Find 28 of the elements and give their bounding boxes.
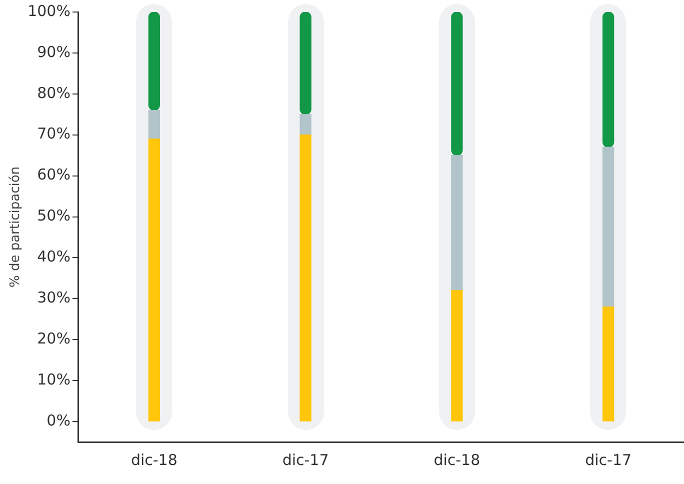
bar [300,134,312,422]
bar [451,290,463,422]
x-tick-label: dic-18 [130,450,178,469]
bar [148,138,160,422]
y-tick-label: 90% [37,42,70,61]
y-tick-label: 50% [37,206,70,225]
bar [300,12,312,115]
y-tick-label: 40% [37,248,70,266]
bar [602,12,614,148]
bar [300,114,312,136]
x-tick-label: dic-17 [585,450,632,469]
bar [148,12,160,111]
bar [451,12,463,156]
bar [148,110,160,140]
y-tick-label: 80% [37,84,70,102]
bar [451,155,463,291]
y-tick-label: 20% [37,330,70,348]
y-tick-label: 0% [46,411,70,430]
y-tick-label: 30% [37,288,70,307]
x-tick-label: dic-18 [434,450,480,469]
y-tick-label: 10% [37,370,70,388]
y-tick-label: 60% [37,166,70,184]
y-tick-label: 100% [28,2,70,20]
bar [602,306,614,422]
y-axis-title: % de participación [8,166,24,288]
x-tick-label: dic-17 [282,450,329,469]
bar [602,146,614,308]
y-tick-label: 70% [37,124,70,143]
